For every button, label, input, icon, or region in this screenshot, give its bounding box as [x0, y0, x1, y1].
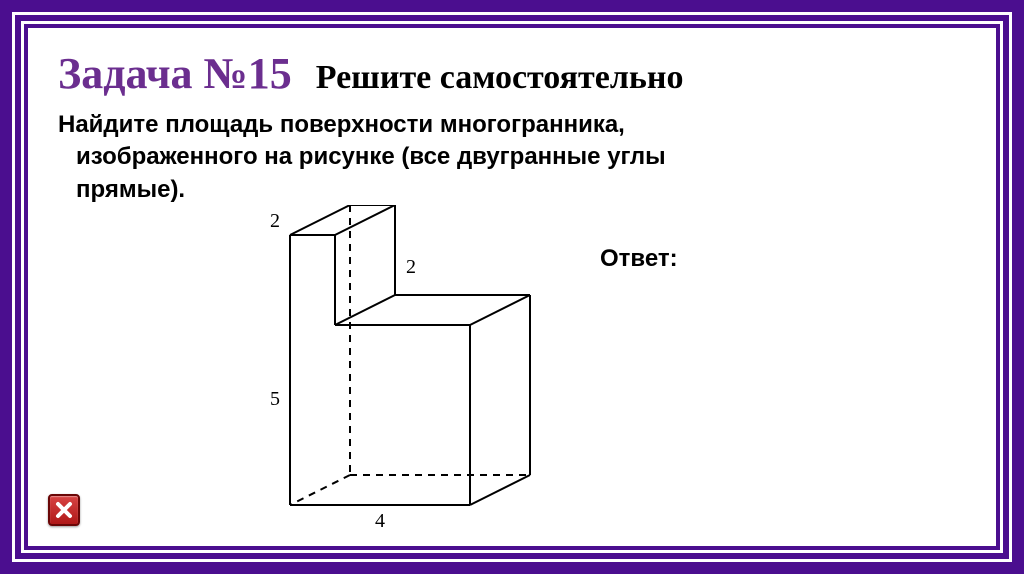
problem-statement: Найдите площадь поверхности многогранник… [58, 109, 818, 206]
answer-label: Ответ: [600, 245, 678, 273]
problem-number: Задача №15 [58, 48, 292, 99]
dim-mid-height: 2 [406, 256, 416, 278]
problem-subtitle: Решите самостоятельно [316, 59, 684, 97]
problem-line: Найдите площадь поверхности многогранник… [58, 109, 818, 141]
slide-mid-frame: Задача №15 Решите самостоятельно Найдите… [21, 21, 1003, 553]
polyhedron-diagram: 1 2 2 5 4 [230, 205, 550, 540]
dim-top-width: 2 [270, 210, 280, 232]
dim-base-width: 4 [375, 510, 385, 532]
title-row: Задача №15 Решите самостоятельно [58, 48, 966, 99]
slide-outer-frame: Задача №15 Решите самостоятельно Найдите… [12, 12, 1012, 562]
problem-line: изображенного на рисунке (все двугранные… [58, 141, 818, 173]
close-icon [55, 501, 73, 519]
slide-content: Задача №15 Решите самостоятельно Найдите… [28, 28, 996, 546]
dim-top-depth: 1 [363, 205, 373, 206]
problem-line: прямые). [58, 174, 818, 206]
dim-left-height: 5 [270, 388, 280, 410]
close-button[interactable] [48, 494, 80, 526]
